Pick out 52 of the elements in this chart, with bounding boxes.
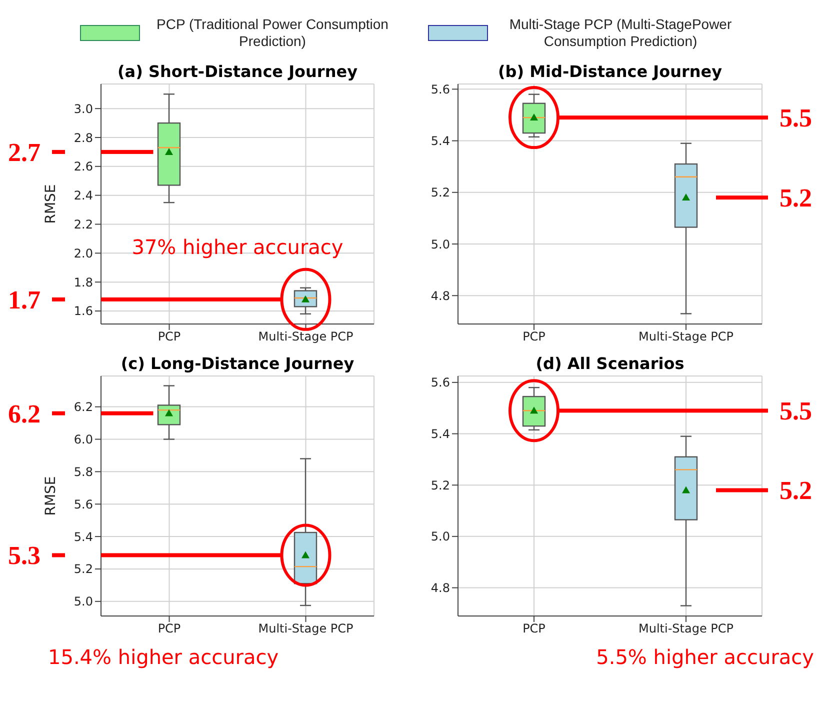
text: 15.4% higher accuracy bbox=[48, 645, 279, 669]
legend-label: PCP (Traditional Power Consumption Prediction) bbox=[156, 16, 390, 50]
y-tick-label: 5.6 bbox=[430, 82, 450, 96]
x-tick-label: Multi-Stage PCP bbox=[258, 330, 354, 344]
y-tick-label: 5.2 bbox=[430, 186, 450, 200]
text: 5.5 bbox=[780, 396, 812, 426]
y-tick-label: 5.4 bbox=[430, 134, 450, 148]
y-tick-label: 4.8 bbox=[430, 581, 450, 596]
text: 5.3 bbox=[8, 541, 40, 570]
y-tick-label: 2.0 bbox=[74, 246, 93, 260]
y-tick-label: 5.4 bbox=[430, 427, 450, 442]
x-tick-label: PCP bbox=[158, 622, 181, 636]
text: 5.5% higher accuracy bbox=[596, 645, 814, 669]
chart-title: (d) All Scenarios bbox=[534, 354, 686, 373]
chart-title: (c) Long-Distance Journey bbox=[120, 354, 356, 373]
x-tick-label: Multi-Stage PCP bbox=[638, 330, 734, 344]
y-tick-label: 5.4 bbox=[74, 530, 93, 544]
text: 5.5 bbox=[780, 104, 812, 133]
y-tick-label: 3.0 bbox=[74, 102, 93, 116]
y-tick-label: 5.0 bbox=[430, 530, 450, 544]
y-tick-label: 5.0 bbox=[430, 237, 450, 252]
x-tick-label: Multi-Stage PCP bbox=[638, 622, 734, 636]
y-tick-label: 2.4 bbox=[74, 188, 93, 203]
y-tick-label: 5.2 bbox=[74, 562, 93, 576]
text: 1.7 bbox=[8, 285, 40, 314]
annotation: 37% higher accuracy bbox=[132, 235, 344, 259]
y-axis-title: RMSE bbox=[42, 476, 59, 516]
x-tick-label: PCP bbox=[522, 622, 546, 636]
y-tick-label: 1.6 bbox=[74, 304, 93, 318]
legend-label: Multi-Stage PCP (Multi-StagePower Consumption Prediction) bbox=[508, 16, 733, 50]
y-tick-label: 2.6 bbox=[74, 160, 93, 174]
y-tick-label: 2.2 bbox=[74, 218, 93, 232]
x-tick-label: PCP bbox=[158, 330, 181, 344]
x-tick-label: PCP bbox=[522, 330, 546, 344]
y-axis-title: RMSE bbox=[42, 184, 59, 224]
y-tick-label: 6.2 bbox=[74, 400, 93, 414]
y-tick-label: 5.2 bbox=[430, 478, 450, 492]
text: 2.7 bbox=[8, 138, 40, 167]
y-tick-label: 4.8 bbox=[430, 288, 450, 303]
y-tick-label: 1.8 bbox=[74, 275, 93, 290]
x-tick-label: Multi-Stage PCP bbox=[258, 622, 354, 636]
chart-title: (b) Mid-Distance Journey bbox=[496, 62, 724, 81]
y-tick-label: 2.8 bbox=[74, 130, 93, 145]
text: 5.2 bbox=[780, 476, 812, 506]
y-tick-label: 5.8 bbox=[74, 464, 93, 479]
y-tick-label: 5.6 bbox=[74, 497, 93, 512]
chart-title: (a) Short-Distance Journey bbox=[116, 62, 358, 81]
y-tick-label: 5.0 bbox=[74, 594, 93, 609]
text: 5.2 bbox=[780, 184, 812, 213]
y-tick-label: 5.6 bbox=[430, 376, 450, 390]
text: 6.2 bbox=[8, 399, 40, 428]
y-tick-label: 6.0 bbox=[74, 432, 93, 447]
